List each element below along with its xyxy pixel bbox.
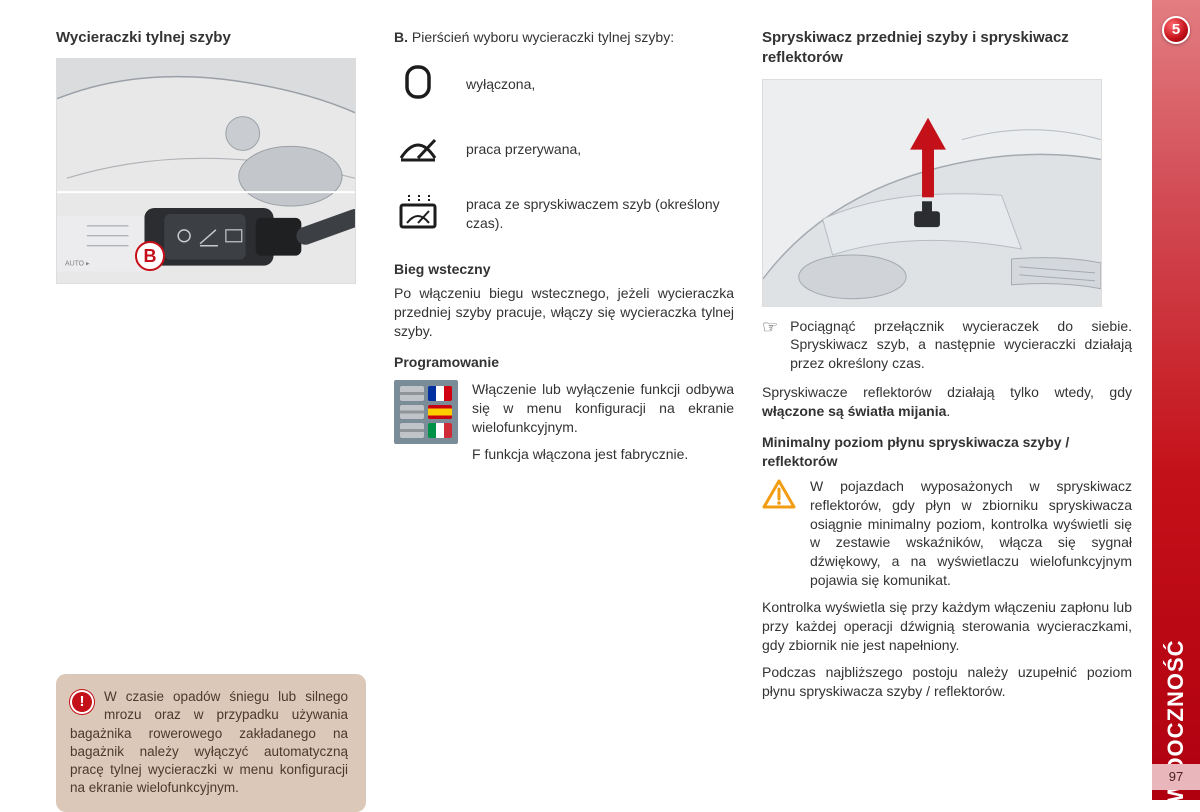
headlamp-rule: Spryskiwacze reflektorów działają tylko … [762,383,1132,421]
min-level-p1: W pojazdach wyposażonych w spryskiwacz r… [810,477,1132,590]
snow-warning-text: W czasie opadów śniegu lub silnego mrozu… [70,689,348,795]
snow-warning-note: ! W czasie opadów śniegu lub silnego mro… [56,674,366,811]
exclamation-icon: ! [70,690,94,714]
config-menu-icon [394,380,458,444]
mode-wash-row: praca ze spryskiwaczem szyb (określony c… [394,193,734,236]
rear-wiper-stalk-figure: AUTO ▸ B [56,58,356,284]
washer-jet-figure [762,79,1102,307]
ring-intro: B. Pierścień wyboru wycieraczki tylnej s… [394,28,734,47]
svg-text:AUTO ▸: AUTO ▸ [65,261,90,268]
chapter-side-tab: 5 WIDOCZNOŚĆ 97 [1152,0,1200,800]
reverse-heading: Bieg wsteczny [394,260,734,279]
reverse-text: Po włączeniu biegu wstecznego, jeżeli wy… [394,284,734,341]
pull-instruction: Pociągnąć przełącznik wycieraczek do sie… [790,317,1132,374]
right-heading: Spryskiwacz przedniej szyby i spryskiwac… [762,28,1132,69]
programming-text-2: F funkcja włączona jest fabrycznie. [472,445,734,464]
mode-off-row: wyłączona, [394,63,734,106]
wiper-off-icon [394,63,442,106]
min-level-heading: Minimalny poziom płynu spryskiwacza szyb… [762,433,1132,471]
min-level-p2: Kontrolka wyświetla się przy każdym włąc… [762,598,1132,655]
page-number: 97 [1152,764,1200,790]
programming-heading: Programowanie [394,353,734,372]
mode-intermittent-row: praca przerywana, [394,130,734,169]
mode-off-label: wyłączona, [466,75,734,94]
pointer-icon: ☞ [762,315,778,339]
mode-intermittent-label: praca przerywana, [466,140,734,159]
programming-text-1: Włączenie lub wyłączenie funkcji odbywa … [472,380,734,437]
left-heading: Wycieraczki tylnej szyby [56,28,366,48]
wiper-intermittent-icon [394,130,442,169]
min-level-p3: Podczas najbliższego postoju należy uzup… [762,663,1132,701]
mode-wash-label: praca ze spryskiwaczem szyb (określony c… [466,195,734,233]
chapter-number-badge: 5 [1162,16,1190,44]
wiper-wash-icon [394,193,442,236]
warning-triangle-icon [762,479,796,509]
